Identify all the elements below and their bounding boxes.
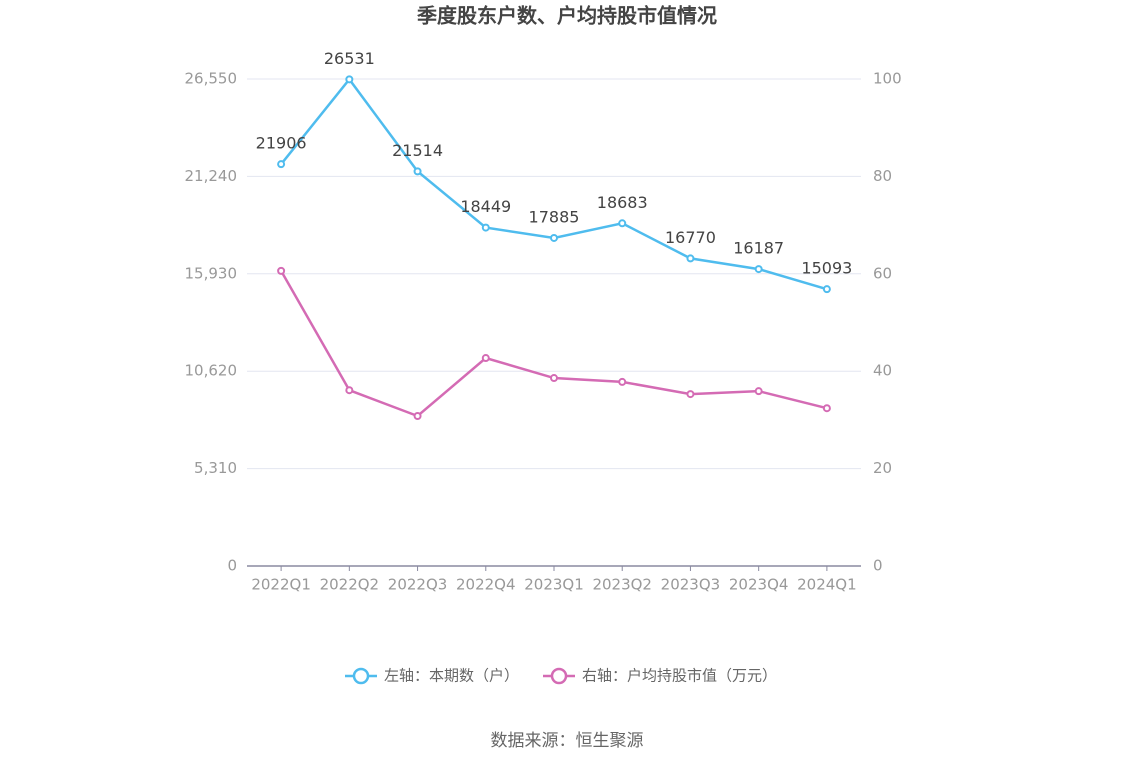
y2-tick-label: 40	[873, 362, 892, 380]
legend-label: 左轴：本期数（户）	[384, 667, 519, 685]
y-tick-label: 15,930	[185, 264, 238, 282]
point	[754, 387, 763, 396]
x-tick-label: 2023Q2	[592, 576, 652, 594]
y-tick-label: 21,240	[185, 167, 238, 185]
x-tick-label: 2023Q3	[661, 576, 721, 594]
x-tick-label: 2022Q3	[388, 576, 448, 594]
point	[754, 265, 763, 274]
data-label: 21906	[256, 134, 307, 153]
x-tick-label: 2024Q1	[797, 576, 857, 594]
data-label: 17885	[529, 207, 580, 226]
point	[481, 354, 490, 363]
y2-tick-label: 0	[873, 557, 883, 575]
point	[345, 386, 354, 395]
legend-marker	[550, 667, 568, 685]
x-tick-label: 2022Q1	[251, 576, 311, 594]
y-tick-label: 5,310	[194, 459, 237, 477]
point	[686, 254, 695, 263]
point	[550, 233, 558, 242]
source-note: 数据来源：恒生聚源	[491, 731, 644, 751]
x-tick-label: 2022Q4	[456, 576, 516, 594]
data-label: 15093	[801, 259, 852, 278]
y2-tick-label: 80	[873, 167, 892, 185]
point	[822, 404, 831, 413]
point	[277, 160, 286, 169]
point	[413, 412, 422, 421]
y2-tick-label: 100	[873, 70, 902, 88]
point	[618, 219, 627, 228]
x-tick-label: 2023Q1	[524, 576, 584, 594]
series-line	[280, 77, 828, 291]
data-label: 21514	[392, 141, 443, 160]
data-label: 26531	[324, 49, 375, 68]
point	[686, 390, 695, 399]
data-label: 16187	[733, 239, 784, 258]
y2-tick-label: 60	[873, 264, 892, 282]
y2-tick-label: 20	[873, 459, 892, 477]
point	[822, 285, 831, 294]
legend-marker	[352, 667, 370, 685]
point	[618, 377, 627, 386]
y-tick-label: 26,550	[185, 70, 238, 88]
legend-label: 右轴：户均持股市值（万元）	[582, 667, 777, 685]
point	[550, 374, 558, 383]
x-tick-label: 2023Q4	[729, 576, 789, 594]
data-label: 18449	[460, 197, 511, 216]
series-line	[280, 270, 828, 418]
point	[413, 167, 422, 176]
x-tick-label: 2022Q2	[320, 576, 380, 594]
point	[481, 223, 490, 232]
data-label: 18683	[597, 193, 648, 212]
y-tick-label: 0	[227, 557, 237, 575]
chart-title: 季度股东户数、户均持股市值情况	[416, 4, 717, 28]
point	[345, 75, 354, 84]
point	[277, 266, 286, 275]
y-tick-label: 10,620	[185, 362, 238, 380]
data-label: 16770	[665, 228, 716, 247]
